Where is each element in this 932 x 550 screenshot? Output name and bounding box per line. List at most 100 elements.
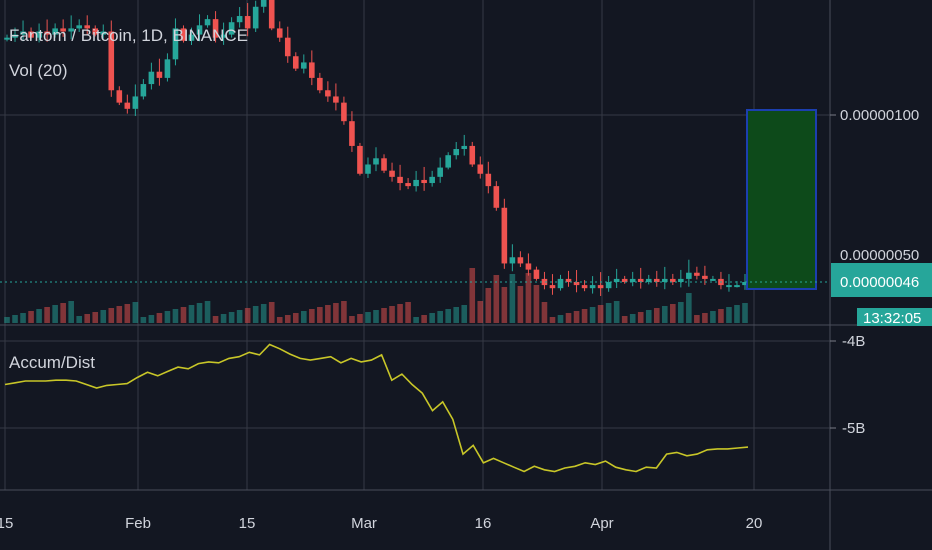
candle-body [661,278,668,282]
volume-bar [678,302,684,323]
candle-body [36,31,42,38]
long-position-box[interactable] [746,109,817,290]
accum-dist-line [4,343,749,473]
volume-bar [36,309,42,323]
candle-body [68,28,74,32]
volume-bar [437,311,443,323]
candle-body [509,257,516,264]
candle-body [124,102,131,109]
candle-body [469,145,476,165]
volume-bar [260,304,267,323]
candle-body [28,31,34,38]
candle-body [525,263,532,270]
volume-bar [252,306,259,323]
volume-bar [501,287,508,323]
candle-body [621,278,628,282]
candle-body [670,278,676,282]
candle-body [549,285,556,289]
volume-legend: Vol (20) [9,61,68,80]
candle-body [493,186,500,208]
volume-bar [573,311,580,323]
candle-body [100,31,107,35]
volume-bar [549,317,556,323]
candle-body [517,257,524,264]
price-axis-label: 0.00000100 [840,107,919,124]
volume-bar [653,308,660,323]
candle-body [710,278,716,281]
volume-bar [196,303,203,323]
volume-bar [629,314,636,323]
candle-body [309,62,315,78]
candle-body [116,90,123,103]
volume-bar [397,304,403,323]
candle-body [581,285,588,289]
volume-bar [236,310,243,323]
volume-bar [301,311,307,323]
candle-body [613,278,620,282]
candle-body [573,282,580,286]
candle-body [108,31,115,91]
volume-bar [389,306,395,323]
volume-bar [204,301,211,323]
volume-bar [172,309,179,323]
candle-body [501,207,508,264]
candle-body [533,269,540,279]
candle-body [373,158,379,165]
candle-body [292,56,299,69]
volume-bar [284,315,291,323]
candle-body [333,96,339,103]
candle-body [565,278,572,282]
candle-body [341,102,347,122]
volume-bar [92,312,99,323]
candle-body [605,282,612,289]
volume-bar [309,309,315,323]
volume-bar [4,317,10,323]
candlestick-series[interactable] [4,0,748,296]
chart-title: Fantom / Bitcoin, 1D, BINANCE [9,26,248,45]
candle-body [204,19,211,26]
time-axis: 15 Feb 15 Mar 16 Apr 20 [0,515,762,532]
candle-body [284,37,291,57]
candle-body [236,16,243,23]
candle-body [429,176,435,184]
volume-bar [52,305,58,323]
candle-body [645,278,652,282]
volume-bar [180,307,187,323]
volume-bar [68,301,74,323]
candle-body [405,183,411,187]
volume-bar [533,285,540,323]
volume-bar [525,273,532,323]
volume-bar [517,286,524,323]
volume-bar [365,312,371,323]
volume-bar [661,306,668,323]
candle-body [461,145,468,150]
candle-body [20,31,26,35]
time-axis-label: Apr [590,515,613,532]
volume-bar [581,309,588,323]
volume-bar [686,293,692,323]
volume-bar [557,315,564,323]
time-axis-label: Feb [125,515,151,532]
volume-bar [156,313,163,323]
time-axis-label: 16 [475,515,492,532]
time-axis-label: 15 [0,515,13,532]
candle-body [477,164,484,174]
volume-bar [325,305,331,323]
time-axis-label: 15 [239,515,256,532]
candle-body [164,59,171,78]
volume-bar [445,309,451,323]
candle-body [686,272,692,279]
grid-lines [0,0,830,490]
volume-bar [597,305,604,323]
volume-bar [718,309,724,323]
volume-bar [60,303,66,323]
candle-body [734,285,740,288]
volume-bar [405,302,411,323]
candle-body [132,96,139,109]
volume-bar [188,305,195,323]
candle-body [629,278,636,282]
volume-bar [613,301,620,323]
candle-body [678,278,684,282]
volume-bar [702,313,708,323]
